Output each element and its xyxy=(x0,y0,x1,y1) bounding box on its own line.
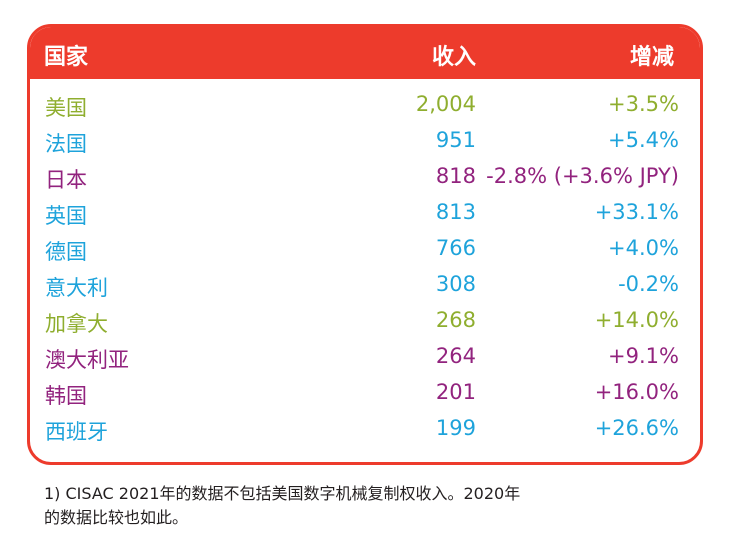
income-cell: 201 xyxy=(435,380,476,404)
table-row: 澳大利亚 264 +9.1% xyxy=(30,339,700,375)
income-cell: 766 xyxy=(435,236,476,260)
table-header: 国家 收入 增减 xyxy=(30,27,700,79)
change-cell: +14.0% xyxy=(594,308,679,332)
change-cell: +3.5% xyxy=(608,92,679,116)
table-row: 意大利 308 -0.2% xyxy=(30,267,700,303)
table-row: 加拿大 268 +14.0% xyxy=(30,303,700,339)
country-cell: 西班牙 xyxy=(45,420,108,444)
table-row: 美国 2,004 +3.5% xyxy=(30,87,700,123)
table-row: 法国 951 +5.4% xyxy=(30,123,700,159)
header-change: 增减 xyxy=(629,45,674,70)
change-cell: +5.4% xyxy=(608,128,679,152)
country-cell: 韩国 xyxy=(45,384,87,408)
footnote: 1) CISAC 2021年的数据不包括美国数字机械复制权收入。2020年 的数… xyxy=(44,482,684,530)
footnote-line-2: 的数据比较也如此。 xyxy=(44,508,189,527)
income-cell: 818 xyxy=(435,164,476,188)
header-income: 收入 xyxy=(431,45,476,70)
table-row: 英国 813 +33.1% xyxy=(30,195,700,231)
change-cell: +26.6% xyxy=(594,416,679,440)
country-cell: 美国 xyxy=(45,96,87,120)
change-cell: +9.1% xyxy=(608,344,679,368)
country-cell: 意大利 xyxy=(45,276,108,300)
country-cell: 英国 xyxy=(45,204,87,228)
country-cell: 日本 xyxy=(45,168,87,192)
income-cell: 199 xyxy=(435,416,476,440)
country-cell: 法国 xyxy=(45,132,87,156)
change-cell: -2.8% (+3.6% JPY) xyxy=(486,164,679,188)
country-cell: 德国 xyxy=(45,240,87,264)
income-cell: 308 xyxy=(435,272,476,296)
table-row: 西班牙 199 +26.6% xyxy=(30,411,700,447)
change-cell: +33.1% xyxy=(594,200,679,224)
income-cell: 2,004 xyxy=(415,92,476,116)
country-cell: 澳大利亚 xyxy=(45,348,129,372)
footnote-line-1: 1) CISAC 2021年的数据不包括美国数字机械复制权收入。2020年 xyxy=(44,484,521,503)
change-cell: +16.0% xyxy=(594,380,679,404)
income-cell: 268 xyxy=(435,308,476,332)
table-row: 韩国 201 +16.0% xyxy=(30,375,700,411)
header-country: 国家 xyxy=(44,45,89,70)
table-row: 日本 818 -2.8% (+3.6% JPY) xyxy=(30,159,700,195)
income-cell: 813 xyxy=(435,200,476,224)
table-row: 德国 766 +4.0% xyxy=(30,231,700,267)
change-cell: -0.2% xyxy=(618,272,679,296)
change-cell: +4.0% xyxy=(608,236,679,260)
income-cell: 264 xyxy=(435,344,476,368)
country-cell: 加拿大 xyxy=(45,312,108,336)
data-table-card: 国家 收入 增减 美国 2,004 +3.5% 法国 951 +5.4% 日本 818 -2.8… xyxy=(27,24,703,465)
income-cell: 951 xyxy=(435,128,476,152)
